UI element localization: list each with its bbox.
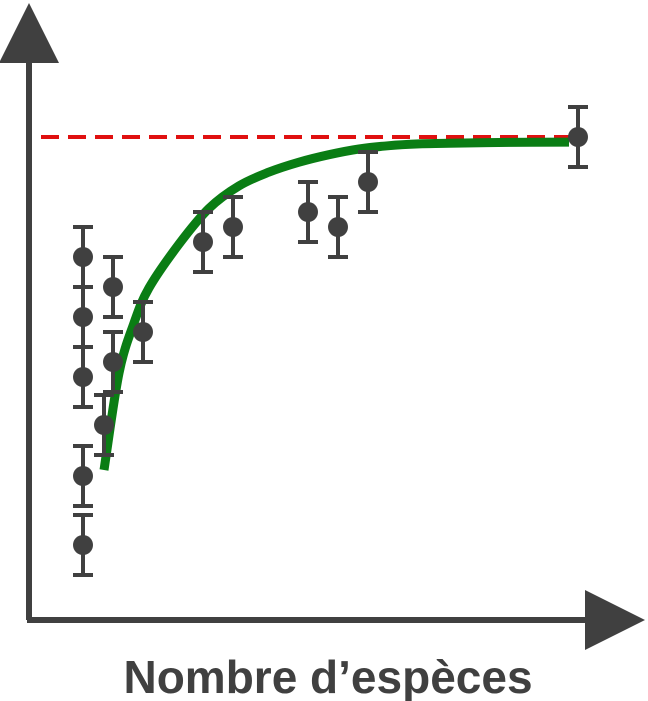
- point-marker: [298, 202, 318, 222]
- point-marker: [568, 127, 588, 147]
- data-point: [298, 180, 318, 244]
- data-point: [73, 225, 93, 289]
- data-point: [103, 330, 123, 394]
- axes: [0, 3, 645, 650]
- point-marker: [103, 277, 123, 297]
- data-point: [133, 300, 153, 364]
- point-marker: [73, 307, 93, 327]
- point-marker: [73, 466, 93, 486]
- point-marker: [193, 232, 213, 252]
- data-point: [94, 393, 114, 457]
- data-point: [223, 195, 243, 259]
- point-marker: [223, 217, 243, 237]
- point-marker: [133, 322, 153, 342]
- point-marker: [73, 535, 93, 555]
- point-marker: [328, 217, 348, 237]
- data-point: [568, 105, 588, 169]
- data-point: [73, 285, 93, 349]
- data-point: [328, 195, 348, 259]
- data-point: [103, 255, 123, 319]
- data-point: [73, 345, 93, 409]
- data-point: [73, 513, 93, 577]
- data-point: [73, 444, 93, 508]
- point-marker: [73, 367, 93, 387]
- data-point: [193, 210, 213, 274]
- point-marker: [94, 415, 114, 435]
- point-marker: [358, 172, 378, 192]
- fit-curve: [99, 137, 570, 471]
- point-marker: [103, 352, 123, 372]
- point-marker: [73, 247, 93, 267]
- data-point: [358, 150, 378, 214]
- x-axis-label: Nombre d’espèces: [123, 651, 532, 701]
- fit-line-layer: [99, 137, 570, 471]
- data-points-layer: [73, 105, 588, 577]
